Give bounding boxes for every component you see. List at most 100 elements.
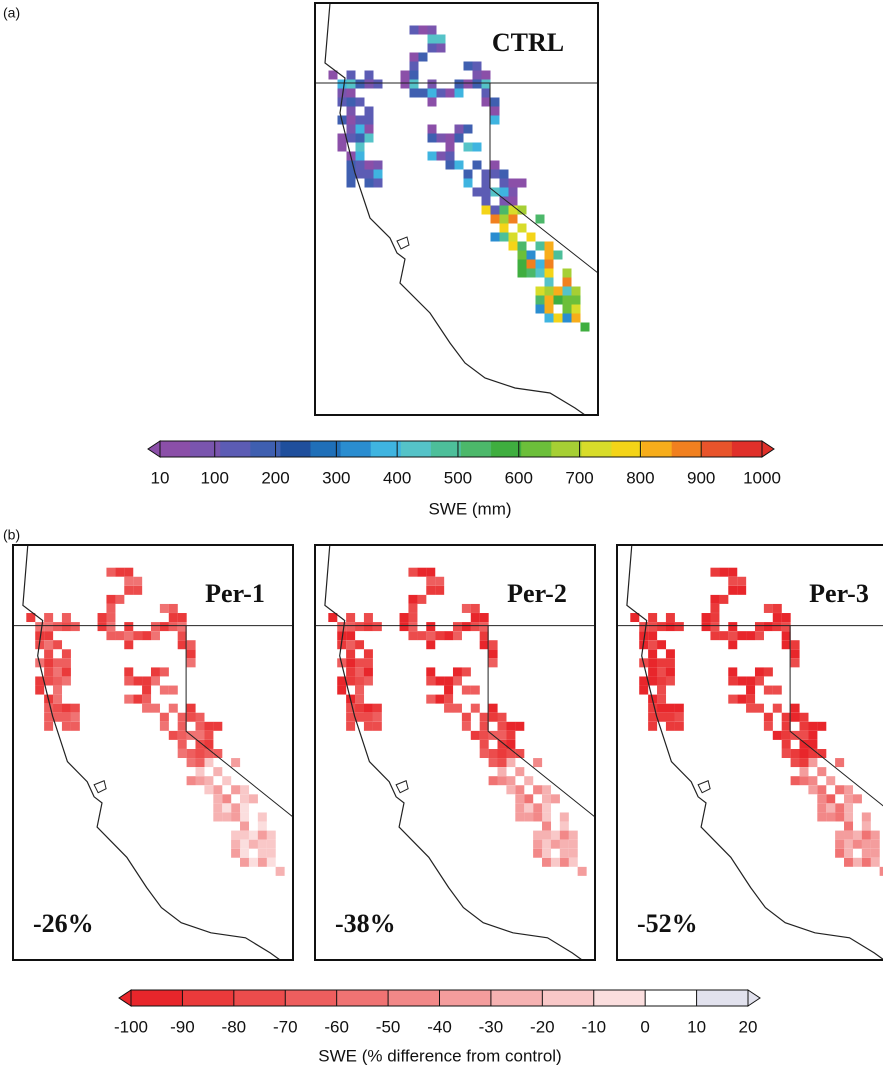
snow-cell	[746, 685, 756, 695]
snow-cell	[461, 603, 471, 613]
snow-cell	[499, 214, 509, 224]
snow-cell	[472, 61, 482, 71]
snow-cell	[808, 749, 818, 759]
snow-cell	[817, 721, 827, 731]
snow-cell	[535, 268, 545, 278]
snow-cell	[408, 594, 418, 604]
snow-cell	[817, 812, 827, 822]
map-title: CTRL	[492, 28, 564, 57]
snow-cell	[461, 712, 471, 722]
snow-cell	[61, 703, 71, 713]
snow-cell	[490, 97, 500, 107]
snow-cell	[436, 88, 446, 98]
snow-cell	[177, 730, 187, 740]
snow-cell	[559, 857, 569, 867]
snow-cell	[452, 622, 462, 632]
snow-cell	[568, 839, 578, 849]
snow-cell	[481, 178, 491, 188]
snow-cell	[808, 730, 818, 740]
snow-cell	[648, 640, 658, 650]
colorbar-label: SWE (% difference from control)	[318, 1046, 561, 1065]
snow-cell	[852, 830, 862, 840]
snow-cell	[550, 794, 560, 804]
snow-cell	[746, 694, 756, 704]
snow-cell	[337, 79, 347, 89]
snow-cell	[240, 785, 250, 795]
snow-cell	[481, 88, 491, 98]
snow-cell	[568, 857, 578, 867]
snow-cell	[454, 88, 464, 98]
snow-cell	[772, 685, 782, 695]
snow-cell	[364, 115, 374, 125]
snow-change: -38%	[335, 909, 396, 938]
snow-cell	[150, 631, 160, 641]
snow-cell	[517, 241, 527, 251]
panel-label: (a)	[3, 5, 20, 21]
snow-cell	[844, 785, 854, 795]
snow-cell	[526, 232, 536, 242]
snow-cell	[844, 812, 854, 822]
snow-cell	[772, 613, 782, 623]
snow-cell	[826, 812, 836, 822]
snow-cell	[355, 124, 365, 134]
snow-cell	[53, 640, 63, 650]
snow-cell	[427, 43, 437, 53]
snow-cell	[497, 758, 507, 768]
snow-cell	[728, 576, 738, 586]
snow-cell	[544, 295, 554, 305]
snow-cell	[426, 567, 436, 577]
snow-cell	[852, 857, 862, 867]
snow-cell	[472, 142, 482, 152]
snow-cell	[213, 785, 223, 795]
snow-cell	[861, 830, 871, 840]
snow-cell	[515, 794, 525, 804]
snow-cell	[35, 631, 45, 641]
snow-cell	[790, 649, 800, 659]
snow-cell	[870, 839, 880, 849]
snow-cell	[364, 79, 374, 89]
snow-cell	[506, 721, 516, 731]
snow-cell	[44, 640, 54, 650]
colorbar-segment	[160, 441, 191, 457]
snow-cell	[781, 712, 791, 722]
snow-cell	[417, 631, 427, 641]
snow-cell	[159, 685, 169, 695]
snow-cell	[542, 848, 552, 858]
snow-cell	[231, 830, 241, 840]
snow-cell	[231, 758, 241, 768]
snow-cell	[222, 803, 232, 813]
snow-cell	[710, 622, 720, 632]
snow-cell	[426, 576, 436, 586]
snow-cell	[754, 676, 764, 686]
snow-cell	[195, 776, 205, 786]
snow-cell	[355, 97, 365, 107]
snow-cell	[535, 295, 545, 305]
snow-cell	[97, 622, 107, 632]
colorbar-segment	[731, 441, 763, 457]
state-border	[789, 625, 883, 807]
snow-cell	[490, 232, 500, 242]
snow-cell	[346, 712, 356, 722]
snow-cell	[488, 758, 498, 768]
bay	[93, 780, 107, 794]
snow-cell	[499, 169, 509, 179]
snow-cell	[844, 794, 854, 804]
snow-cell	[124, 667, 134, 677]
snow-cell	[373, 79, 383, 89]
snow-cell	[550, 830, 560, 840]
snow-cell	[409, 79, 419, 89]
snow-cell	[409, 52, 419, 62]
snow-cell	[544, 304, 554, 314]
snow-cell	[426, 622, 436, 632]
snow-cell	[781, 721, 791, 731]
snow-cell	[535, 214, 545, 224]
snow-cell	[754, 622, 764, 632]
snow-cell	[133, 585, 143, 595]
snow-cell	[257, 848, 267, 858]
snow-cell	[571, 313, 581, 323]
snow-cell	[746, 631, 756, 641]
snow-cell	[808, 758, 818, 768]
snow-cell	[826, 776, 836, 786]
snow-cell	[481, 187, 491, 197]
